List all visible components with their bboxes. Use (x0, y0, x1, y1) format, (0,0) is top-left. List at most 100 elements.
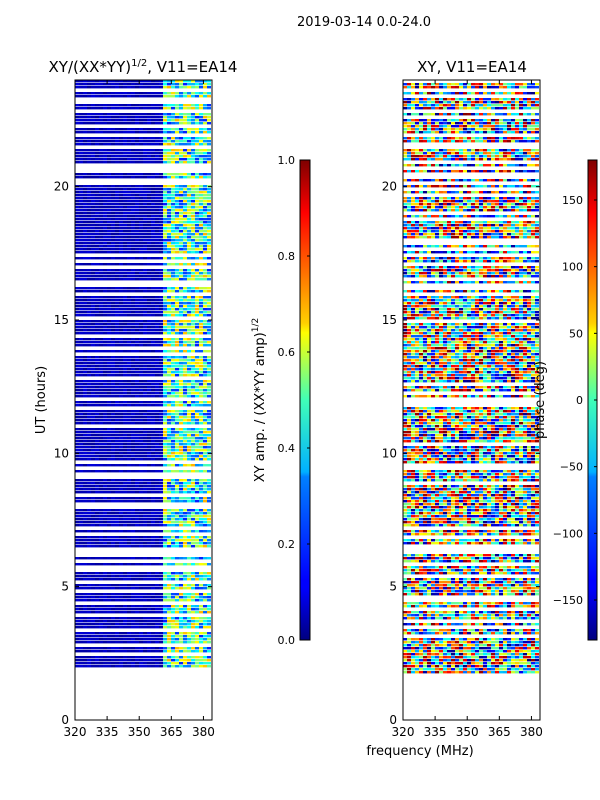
heatmap-cell (83, 107, 87, 110)
heatmap-cell (183, 491, 187, 494)
heatmap-cell (127, 374, 131, 377)
heatmap-cell (91, 536, 95, 539)
heatmap-cell (87, 419, 91, 422)
heatmap-cell (95, 650, 99, 653)
heatmap-cell (131, 242, 135, 245)
heatmap-cell (87, 455, 91, 458)
heatmap-cell (147, 557, 151, 560)
heatmap-cell (115, 215, 119, 218)
heatmap-cell (111, 389, 115, 392)
heatmap-cell (135, 86, 139, 89)
heatmap-cell (159, 386, 163, 389)
heatmap-cell (155, 323, 159, 326)
heatmap-cell (123, 419, 127, 422)
heatmap-cell (87, 530, 91, 533)
heatmap-cell (107, 509, 111, 512)
heatmap-cell (207, 137, 211, 140)
heatmap-cell (75, 530, 79, 533)
heatmap-cell (111, 659, 115, 662)
heatmap-cell (155, 446, 159, 449)
heatmap-cell (187, 371, 191, 374)
heatmap-cell (147, 446, 151, 449)
heatmap-cell (119, 539, 123, 542)
heatmap-cell (91, 482, 95, 485)
heatmap-cell (203, 248, 207, 251)
heatmap-cell (183, 122, 187, 125)
heatmap-cell (135, 632, 139, 635)
heatmap-cell (127, 332, 131, 335)
heatmap-cell (203, 440, 207, 443)
heatmap-cell (115, 485, 119, 488)
heatmap-cell (199, 278, 203, 281)
heatmap-cell (171, 659, 175, 662)
heatmap-cell (87, 368, 91, 371)
heatmap-cell (131, 470, 135, 473)
heatmap-cell (135, 185, 139, 188)
heatmap-cell (147, 326, 151, 329)
heatmap-cell (119, 635, 123, 638)
heatmap-cell (91, 143, 95, 146)
heatmap-cell (127, 626, 131, 629)
heatmap-cell (179, 356, 183, 359)
heatmap-cell (75, 278, 79, 281)
heatmap-cell (87, 422, 91, 425)
heatmap-cell (103, 488, 107, 491)
heatmap-cell (199, 470, 203, 473)
heatmap-cell (127, 143, 131, 146)
heatmap-cell (183, 272, 187, 275)
heatmap-cell (87, 251, 91, 254)
heatmap-cell (127, 122, 131, 125)
heatmap-cell (79, 227, 83, 230)
heatmap-cell (167, 86, 171, 89)
heatmap-cell (83, 290, 87, 293)
heatmap-cell (111, 227, 115, 230)
heatmap-cell (119, 479, 123, 482)
heatmap-cell (139, 149, 143, 152)
heatmap-cell (139, 656, 143, 659)
heatmap-cell (171, 224, 175, 227)
heatmap-cell (159, 116, 163, 119)
heatmap-cell (99, 659, 103, 662)
heatmap-cell (79, 212, 83, 215)
heatmap-cell (207, 188, 211, 191)
heatmap-cell (123, 131, 127, 134)
heatmap-cell (79, 158, 83, 161)
heatmap-cell (167, 305, 171, 308)
heatmap-cell (115, 206, 119, 209)
heatmap-cell (155, 161, 159, 164)
heatmap-cell (91, 251, 95, 254)
heatmap-cell (207, 197, 211, 200)
heatmap-cell (135, 536, 139, 539)
heatmap-cell (123, 140, 127, 143)
heatmap-cell (199, 647, 203, 650)
heatmap-cell (91, 299, 95, 302)
heatmap-cell (123, 623, 127, 626)
heatmap-cell (171, 191, 175, 194)
heatmap-cell (159, 593, 163, 596)
heatmap-cell (187, 350, 191, 353)
heatmap-cell (191, 155, 195, 158)
heatmap-cell (111, 428, 115, 431)
heatmap-cell (75, 641, 79, 644)
heatmap-cell (123, 161, 127, 164)
heatmap-cell (151, 515, 155, 518)
heatmap-cell (115, 470, 119, 473)
heatmap-cell (139, 584, 143, 587)
heatmap-cell (151, 233, 155, 236)
heatmap-cell (103, 95, 107, 98)
heatmap-cell (119, 620, 123, 623)
heatmap-cell (103, 662, 107, 665)
heatmap-cell (111, 650, 115, 653)
heatmap-cell (159, 296, 163, 299)
heatmap-cell (147, 122, 151, 125)
heatmap-cell (103, 92, 107, 95)
heatmap-cell (131, 458, 135, 461)
heatmap-cell (79, 641, 83, 644)
heatmap-cell (95, 470, 99, 473)
heatmap-cell (83, 197, 87, 200)
heatmap-cell (207, 578, 211, 581)
heatmap-cell (147, 410, 151, 413)
heatmap-cell (99, 584, 103, 587)
heatmap-cell (87, 650, 91, 653)
heatmap-cell (131, 128, 135, 131)
